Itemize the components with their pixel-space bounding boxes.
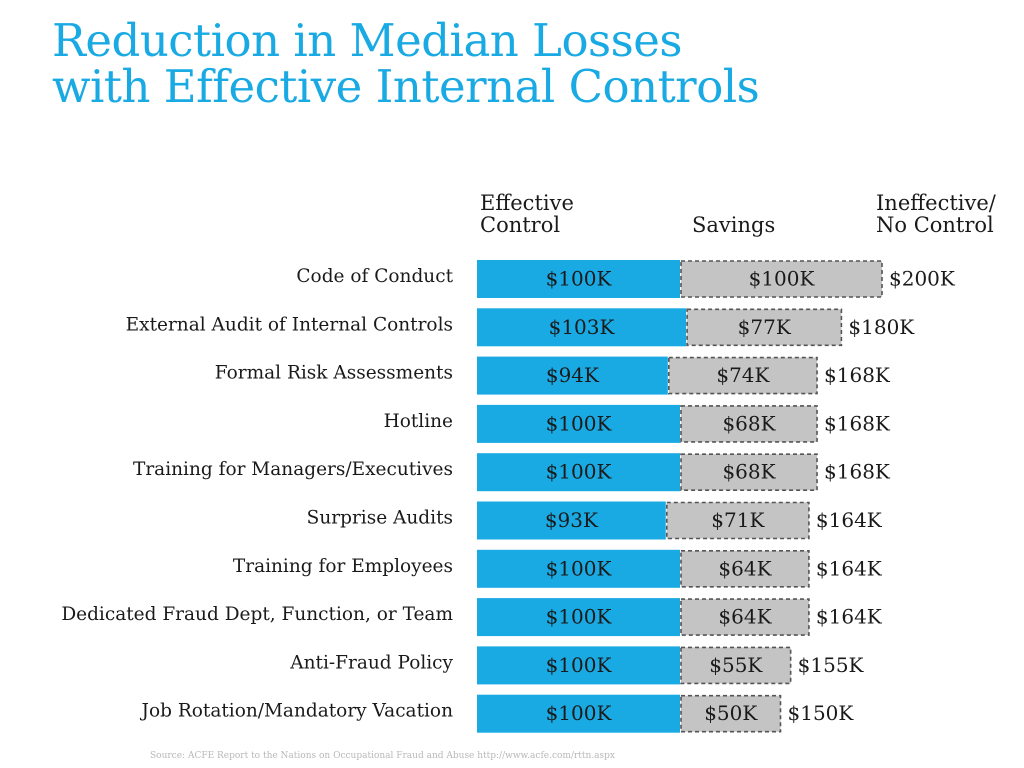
effective-control-header-line-1: Effective bbox=[480, 191, 574, 215]
effective-control-bar bbox=[477, 453, 680, 492]
effective-value-label: $100K bbox=[546, 701, 613, 725]
savings-bar bbox=[686, 308, 843, 347]
savings-value-label: $68K bbox=[722, 411, 776, 435]
effective-value-label: $94K bbox=[546, 363, 600, 387]
savings-bar bbox=[680, 694, 782, 733]
effective-control-header-line-2: Control bbox=[480, 213, 561, 237]
source-note: Source: ACFE Report to the Nations on Oc… bbox=[150, 751, 615, 761]
savings-bar bbox=[680, 405, 818, 443]
ineffective-control-header-line-2: No Control bbox=[876, 213, 994, 237]
total-value-label: $180K bbox=[848, 315, 915, 339]
category-label: Anti-Fraud Policy bbox=[289, 652, 453, 673]
savings-bar bbox=[680, 598, 810, 636]
savings-bar bbox=[668, 356, 818, 395]
chart-title-line-1: Reduction in Median Losses bbox=[52, 14, 682, 67]
effective-control-bar bbox=[477, 646, 680, 685]
effective-control-bar bbox=[477, 356, 668, 395]
total-value-label: $168K bbox=[824, 363, 891, 387]
category-label: Code of Conduct bbox=[296, 266, 453, 287]
total-value-label: $200K bbox=[889, 267, 956, 291]
effective-control-bar bbox=[477, 501, 666, 540]
savings-bar bbox=[680, 646, 792, 685]
category-label: External Audit of Internal Controls bbox=[126, 314, 453, 335]
effective-value-label: $100K bbox=[546, 267, 613, 291]
category-label: Job Rotation/Mandatory Vacation bbox=[140, 701, 454, 722]
effective-control-header: Effective Control bbox=[480, 192, 574, 236]
category-label: Hotline bbox=[384, 411, 453, 432]
savings-bar bbox=[665, 501, 810, 540]
total-value-label: $150K bbox=[788, 701, 855, 725]
category-label: Formal Risk Assessments bbox=[215, 363, 453, 384]
effective-value-label: $100K bbox=[546, 605, 613, 629]
savings-value-label: $50K bbox=[704, 701, 758, 725]
effective-control-bar bbox=[477, 694, 680, 733]
effective-value-label: $100K bbox=[546, 556, 613, 580]
category-label: Training for Managers/Executives bbox=[133, 459, 453, 480]
effective-value-label: $93K bbox=[545, 508, 599, 532]
effective-value-label: $103K bbox=[549, 315, 616, 339]
chart-title: Reduction in Median Losses with Effectiv… bbox=[52, 14, 760, 113]
savings-value-label: $68K bbox=[722, 460, 776, 484]
total-value-label: $168K bbox=[824, 411, 891, 435]
effective-control-bar bbox=[477, 260, 680, 298]
savings-bar bbox=[680, 549, 810, 588]
savings-bar bbox=[680, 260, 883, 298]
savings-bar bbox=[680, 453, 818, 492]
effective-control-bar bbox=[477, 404, 680, 443]
savings-value-label: $74K bbox=[716, 363, 770, 387]
effective-value-label: $100K bbox=[546, 460, 613, 484]
savings-value-label: $55K bbox=[709, 653, 763, 677]
effective-control-bar bbox=[477, 549, 680, 588]
effective-control-bar bbox=[477, 308, 687, 347]
total-value-label: $164K bbox=[816, 508, 883, 532]
category-label: Training for Employees bbox=[233, 556, 453, 577]
category-label: Surprise Audits bbox=[307, 508, 453, 529]
total-value-label: $164K bbox=[816, 605, 883, 629]
savings-value-label: $64K bbox=[718, 556, 772, 580]
effective-value-label: $100K bbox=[546, 653, 613, 677]
ineffective-control-header-line-1: Ineffective/ bbox=[876, 191, 996, 215]
effective-value-label: $100K bbox=[546, 411, 613, 435]
total-value-label: $164K bbox=[816, 556, 883, 580]
total-value-label: $155K bbox=[798, 653, 865, 677]
savings-value-label: $71K bbox=[711, 508, 765, 532]
savings-value-label: $100K bbox=[749, 267, 816, 291]
effective-control-bar bbox=[477, 598, 680, 637]
ineffective-control-header: Ineffective/ No Control bbox=[876, 192, 996, 236]
savings-header-line-1: Savings bbox=[692, 213, 776, 237]
category-label: Dedicated Fraud Dept, Function, or Team bbox=[61, 604, 453, 625]
savings-value-label: $77K bbox=[738, 315, 792, 339]
chart-title-line-2: with Effective Internal Controls bbox=[52, 60, 760, 113]
total-value-label: $168K bbox=[824, 460, 891, 484]
savings-value-label: $64K bbox=[718, 605, 772, 629]
savings-header: Savings bbox=[692, 214, 775, 236]
